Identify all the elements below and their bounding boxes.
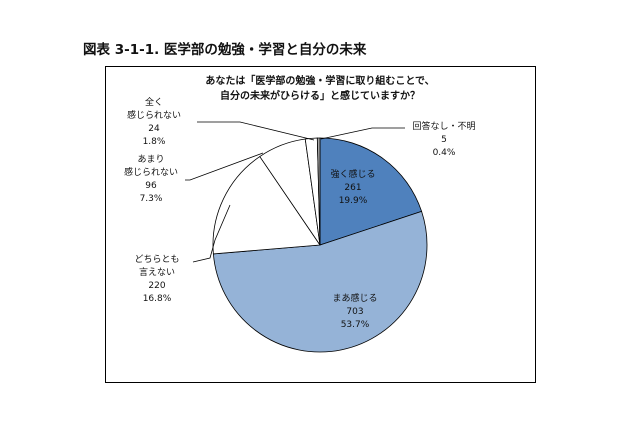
- figure-title: 図表 3-1-1. 医学部の勉強・学習と自分の未来: [83, 42, 367, 58]
- label-count: 220: [148, 281, 166, 291]
- chart-title-line-2: 自分の未来がひらける」と感じていますか？: [220, 91, 420, 102]
- label-count: 24: [148, 124, 160, 134]
- data-label-not-at-all: 全く 感じられない 24 1.8%: [114, 97, 194, 149]
- label-count: 703: [346, 307, 364, 317]
- leader-line-not-much: [185, 152, 264, 181]
- label-percent: 16.8%: [142, 294, 172, 304]
- leader-line-no-answer: [320, 127, 405, 140]
- label-text: 強く感じる: [330, 170, 376, 180]
- label-count: 261: [344, 183, 362, 193]
- pie-slice-5: [316, 137, 321, 246]
- chart-title: あなたは「医学部の勉強・学習に取り組むことで、 自分の未来がひらける」と感じてい…: [180, 74, 460, 104]
- label-percent: 0.4%: [432, 148, 456, 158]
- data-label-strongly-feel: 強く感じる 261 19.9%: [318, 169, 388, 208]
- label-text: 全く: [144, 98, 163, 108]
- data-label-no-answer: 回答なし・不明 5 0.4%: [404, 121, 484, 160]
- label-text: 回答なし・不明: [412, 122, 476, 132]
- chart-frame: [105, 66, 536, 383]
- label-text: 感じられない: [123, 168, 178, 178]
- label-text: まあ感じる: [332, 294, 378, 304]
- chart-title-line-1: あなたは「医学部の勉強・学習に取り組むことで、: [205, 76, 435, 87]
- pie-slice-1: [212, 210, 428, 353]
- label-text: あまり: [137, 155, 165, 165]
- data-label-not-much: あまり 感じられない 96 7.3%: [116, 154, 186, 206]
- label-percent: 7.3%: [139, 194, 163, 204]
- leader-line-not-at-all: [197, 121, 315, 141]
- label-text: 感じられない: [126, 111, 181, 121]
- data-label-neutral: どちらとも 言えない 220 16.8%: [122, 254, 192, 306]
- data-label-somewhat-feel: まあ感じる 703 53.7%: [320, 293, 390, 332]
- label-percent: 1.8%: [142, 137, 166, 147]
- label-text: どちらとも: [134, 255, 180, 265]
- label-count: 5: [441, 135, 447, 145]
- label-text: 言えない: [138, 268, 175, 278]
- label-percent: 19.9%: [338, 196, 368, 206]
- label-percent: 53.7%: [340, 320, 370, 330]
- label-count: 96: [145, 181, 157, 191]
- pie-slice-0: [319, 137, 423, 246]
- leader-line-neutral: [192, 204, 231, 263]
